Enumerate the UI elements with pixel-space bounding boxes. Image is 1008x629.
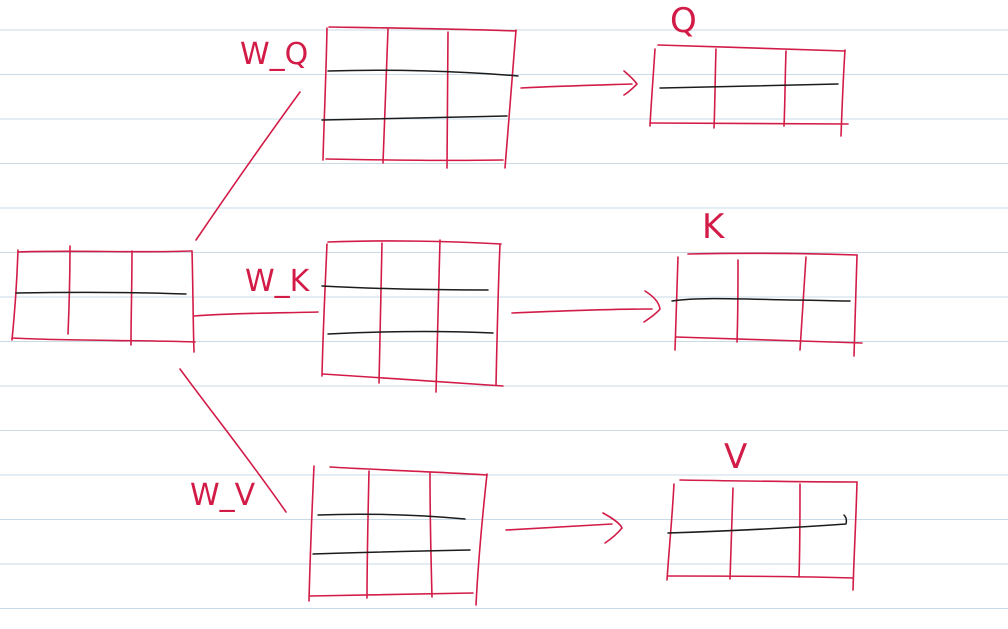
arrow-to-q xyxy=(520,70,638,96)
w-k-matrix-col-line xyxy=(378,242,383,384)
v-label: V xyxy=(724,437,747,477)
w-q-label: W_Q xyxy=(240,37,308,72)
k-matrix-col-line xyxy=(736,259,739,343)
arrow-to-v xyxy=(505,512,623,544)
w-v-matrix-row-line xyxy=(317,513,466,520)
k-label: K xyxy=(702,207,726,247)
w-v-matrix-border-bottom xyxy=(309,592,474,597)
w-k-matrix-border-left xyxy=(321,243,328,377)
k-matrix-border-top xyxy=(687,252,858,256)
w-q-matrix xyxy=(321,26,519,169)
q-matrix-row-line xyxy=(659,83,839,89)
input-matrix-border-top xyxy=(17,250,193,253)
w-k-matrix-border-bottom xyxy=(322,373,504,387)
w-q-matrix-col-line xyxy=(446,31,449,169)
w-v-matrix-border-top xyxy=(329,466,488,476)
w-v-matrix-border-left xyxy=(308,465,315,602)
input-matrix-col-line xyxy=(130,250,133,346)
ruled-lines xyxy=(0,29,1008,609)
arrow-to-k-shaft xyxy=(511,308,653,314)
arrow-to-k xyxy=(511,290,661,323)
k-matrix-row-line xyxy=(671,297,851,302)
q-matrix-col-line xyxy=(783,50,787,127)
w-v-label: W_V xyxy=(190,478,256,513)
k-matrix-border-right xyxy=(853,254,858,357)
w-q-matrix-col-line xyxy=(382,28,389,164)
w-v-matrix-col-line xyxy=(429,472,433,598)
w-k-matrix-col-line xyxy=(435,239,441,393)
branch-to-w-k xyxy=(193,311,319,317)
input-matrix-row-line xyxy=(15,291,187,295)
w-k-matrix-border-right xyxy=(495,243,501,386)
v-matrix-border-right xyxy=(852,481,858,591)
w-k-matrix xyxy=(321,239,504,393)
q-matrix-border-top xyxy=(657,44,846,52)
input-matrix-border-bottom xyxy=(11,337,196,343)
w-k-label: W_K xyxy=(245,264,311,299)
k-matrix xyxy=(671,252,863,357)
k-matrix-border-bottom xyxy=(675,336,863,344)
q-matrix-border-bottom xyxy=(649,122,849,125)
w-v-matrix-border-right xyxy=(475,473,488,606)
w-q-matrix-row-line xyxy=(327,69,519,77)
v-matrix-border-left xyxy=(666,483,675,581)
v-matrix-border-top xyxy=(679,479,858,483)
input-matrix xyxy=(11,245,196,353)
q-label: Q xyxy=(670,1,697,41)
arrow-to-v-head xyxy=(602,512,623,544)
q-matrix-col-line xyxy=(713,48,717,129)
input-matrix-border-right xyxy=(191,250,195,353)
v-matrix xyxy=(666,479,858,591)
w-q-matrix-border-right xyxy=(504,29,517,169)
q-matrix-border-right xyxy=(840,49,846,137)
k-matrix-col-line xyxy=(799,256,807,351)
input-matrix-col-line xyxy=(67,245,71,335)
w-k-matrix-row-line xyxy=(321,285,489,291)
v-matrix-col-line xyxy=(798,483,801,578)
arrow-to-q-shaft xyxy=(520,83,633,89)
w-k-matrix-row-line xyxy=(327,330,494,335)
w-q-matrix-border-top xyxy=(328,26,517,32)
q-matrix-border-left xyxy=(649,48,656,127)
w-k-matrix-border-top xyxy=(327,240,502,245)
v-matrix-col-line xyxy=(729,487,734,580)
v-matrix-row-line xyxy=(667,514,848,534)
branch-to-w-v xyxy=(179,368,287,513)
w-v-matrix-col-line xyxy=(366,470,370,599)
w-v-matrix-row-line xyxy=(312,549,471,555)
arrow-to-q-head xyxy=(623,70,638,96)
q-matrix xyxy=(649,44,849,137)
branch-to-w-q xyxy=(195,91,301,241)
v-matrix-border-bottom xyxy=(667,575,854,579)
k-matrix-border-left xyxy=(674,256,679,351)
arrow-to-v-shaft xyxy=(505,523,613,531)
w-q-matrix-border-left xyxy=(322,27,328,161)
w-q-matrix-border-bottom xyxy=(325,158,504,162)
input-matrix-border-left xyxy=(11,249,19,341)
w-q-matrix-row-line xyxy=(321,115,508,121)
w-v-matrix xyxy=(308,465,488,606)
arrow-to-k-head xyxy=(643,290,661,323)
